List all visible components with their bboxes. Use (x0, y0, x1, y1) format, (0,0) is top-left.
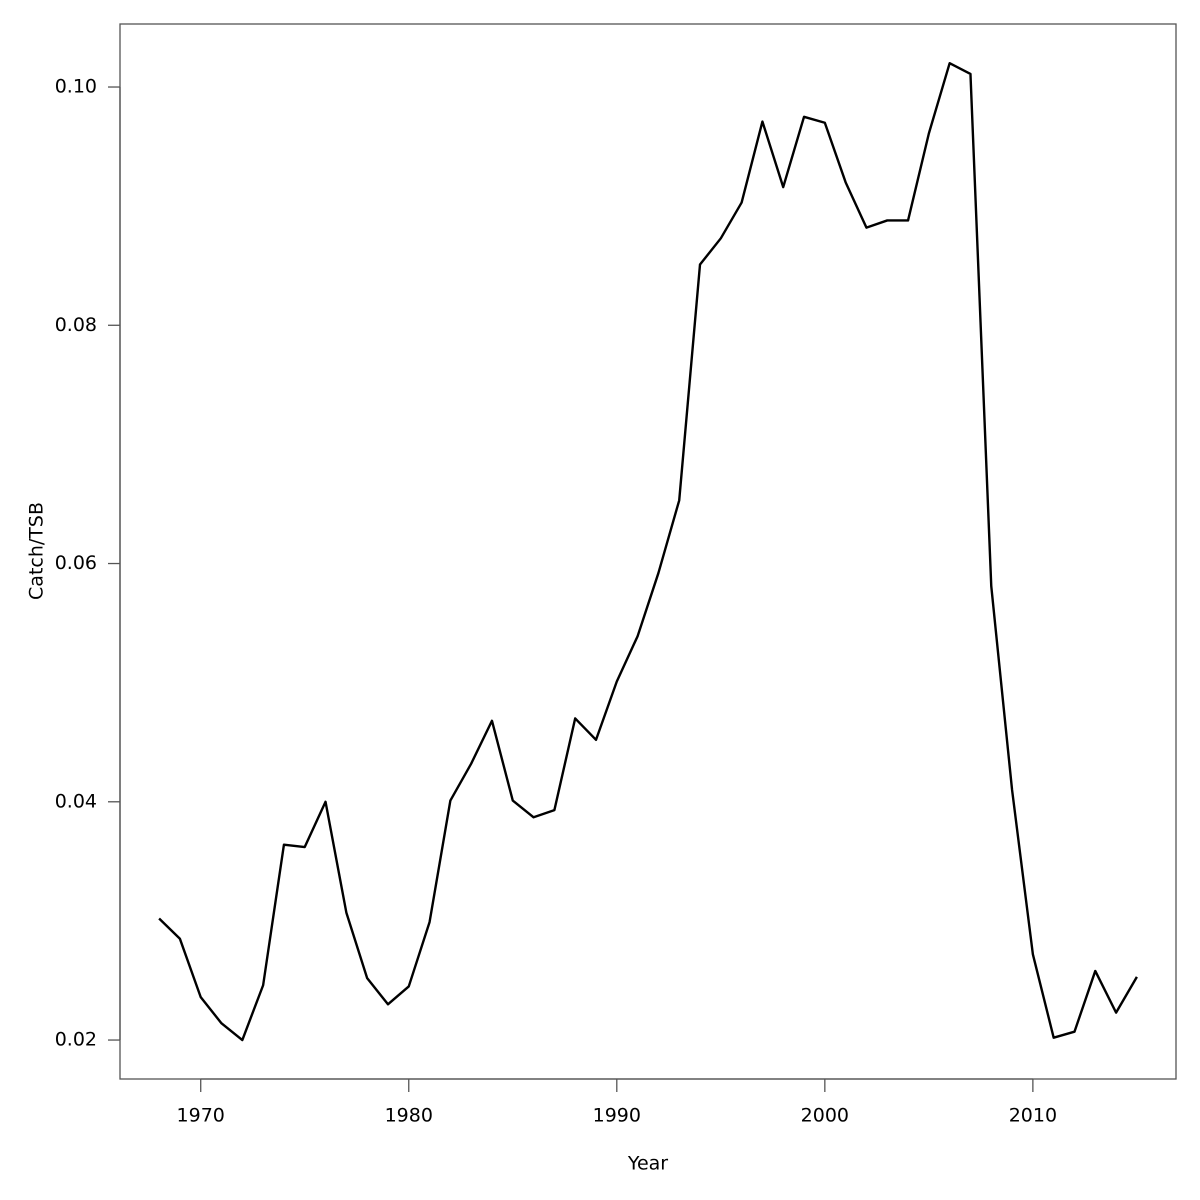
x-tick-label: 1980 (385, 1105, 433, 1127)
y-tick-label: 0.06 (55, 552, 97, 574)
x-tick-label: 2010 (1009, 1105, 1057, 1127)
x-tick-label: 2000 (801, 1105, 849, 1127)
x-axis-label: Year (627, 1153, 668, 1175)
plot-frame (119, 23, 1177, 1080)
data-line (158, 61, 1138, 1042)
y-tick-label: 0.02 (55, 1029, 97, 1051)
y-tick-label: 0.10 (55, 76, 97, 98)
x-tick-label: 1990 (593, 1105, 641, 1127)
y-tick-label: 0.08 (55, 314, 97, 336)
y-axis-label: Catch/TSB (26, 502, 48, 600)
x-tick-label: 1970 (177, 1105, 225, 1127)
y-tick-label: 0.04 (55, 790, 97, 812)
